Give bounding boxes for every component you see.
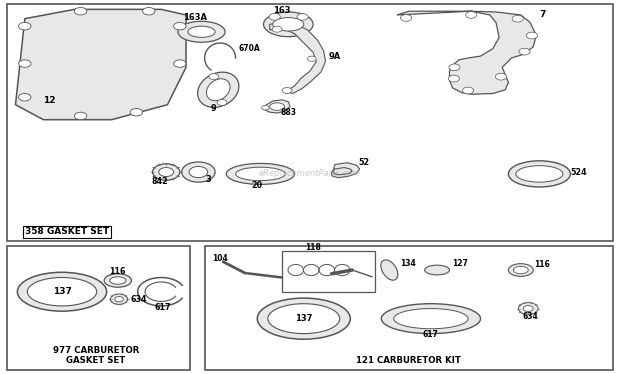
Circle shape: [519, 48, 530, 55]
Ellipse shape: [381, 304, 480, 334]
Circle shape: [159, 168, 174, 177]
Ellipse shape: [27, 278, 97, 306]
Ellipse shape: [270, 103, 285, 110]
Circle shape: [19, 94, 31, 101]
Circle shape: [526, 32, 538, 39]
Text: 121 CARBURETOR KIT: 121 CARBURETOR KIT: [356, 356, 461, 365]
Bar: [205, 246, 613, 370]
Text: 634: 634: [130, 295, 147, 304]
Ellipse shape: [198, 72, 239, 107]
Ellipse shape: [264, 12, 313, 37]
Circle shape: [518, 303, 538, 315]
Text: 524: 524: [570, 168, 587, 177]
Text: 634: 634: [522, 312, 538, 321]
Circle shape: [401, 15, 412, 21]
Text: 617: 617: [423, 330, 439, 339]
Text: 52: 52: [358, 158, 370, 167]
Circle shape: [174, 22, 186, 30]
Text: 127: 127: [453, 259, 469, 268]
Ellipse shape: [236, 167, 285, 181]
Circle shape: [269, 13, 280, 20]
Text: 9A: 9A: [329, 52, 341, 61]
Circle shape: [282, 88, 292, 94]
Polygon shape: [16, 9, 186, 120]
Circle shape: [308, 56, 316, 61]
Text: 842: 842: [151, 177, 169, 186]
Text: 7: 7: [539, 10, 546, 19]
Text: 883: 883: [280, 108, 296, 117]
Ellipse shape: [110, 277, 126, 284]
Ellipse shape: [516, 166, 563, 182]
Text: 163: 163: [273, 6, 291, 15]
Polygon shape: [332, 163, 360, 178]
Bar: [282, 251, 375, 292]
Ellipse shape: [17, 272, 107, 311]
Circle shape: [74, 7, 87, 15]
Circle shape: [174, 60, 186, 67]
Circle shape: [272, 26, 282, 32]
Ellipse shape: [381, 260, 398, 280]
Circle shape: [130, 108, 143, 116]
Circle shape: [74, 112, 87, 120]
Ellipse shape: [226, 163, 294, 184]
Ellipse shape: [257, 298, 350, 339]
Circle shape: [448, 75, 459, 82]
Text: 670A: 670A: [239, 44, 260, 53]
Text: 163A: 163A: [184, 13, 207, 22]
Circle shape: [466, 12, 477, 18]
Circle shape: [209, 74, 219, 80]
Text: 3: 3: [206, 175, 211, 184]
Text: 137: 137: [53, 287, 71, 296]
Ellipse shape: [268, 304, 340, 334]
Circle shape: [115, 297, 123, 302]
Circle shape: [512, 15, 523, 22]
Ellipse shape: [206, 79, 230, 101]
Circle shape: [449, 64, 460, 71]
Polygon shape: [397, 11, 536, 94]
Text: 104: 104: [212, 254, 228, 263]
Text: eReplacementParts.com: eReplacementParts.com: [259, 169, 361, 178]
Circle shape: [143, 7, 155, 15]
Ellipse shape: [104, 274, 131, 287]
Text: 20: 20: [252, 181, 263, 190]
Text: 137: 137: [295, 314, 312, 323]
Circle shape: [189, 166, 208, 178]
Text: 116: 116: [110, 267, 126, 276]
Circle shape: [217, 99, 227, 105]
Bar: [7, 4, 613, 241]
Ellipse shape: [513, 266, 528, 274]
Text: 12: 12: [43, 96, 56, 105]
Circle shape: [110, 294, 128, 304]
Ellipse shape: [178, 21, 225, 42]
Ellipse shape: [508, 264, 533, 276]
Text: 9: 9: [211, 104, 217, 113]
Text: 116: 116: [534, 260, 550, 269]
Polygon shape: [264, 100, 290, 113]
Ellipse shape: [188, 26, 215, 37]
Ellipse shape: [273, 18, 304, 31]
Circle shape: [19, 22, 31, 30]
Polygon shape: [270, 22, 326, 94]
Circle shape: [463, 87, 474, 94]
Text: 977 CARBURETOR
GASKET SET: 977 CARBURETOR GASKET SET: [53, 346, 140, 365]
Circle shape: [297, 13, 308, 20]
Ellipse shape: [394, 309, 468, 329]
Circle shape: [19, 60, 31, 67]
Text: 118: 118: [305, 243, 321, 252]
Text: 358 GASKET SET: 358 GASKET SET: [25, 227, 109, 236]
Circle shape: [495, 73, 507, 80]
Text: 134: 134: [400, 259, 415, 268]
Bar: [7, 246, 190, 370]
Ellipse shape: [508, 161, 570, 187]
Circle shape: [523, 306, 533, 312]
Text: 617: 617: [154, 303, 170, 312]
Circle shape: [182, 162, 215, 182]
Ellipse shape: [425, 265, 450, 275]
Circle shape: [262, 105, 269, 110]
Circle shape: [153, 164, 180, 180]
